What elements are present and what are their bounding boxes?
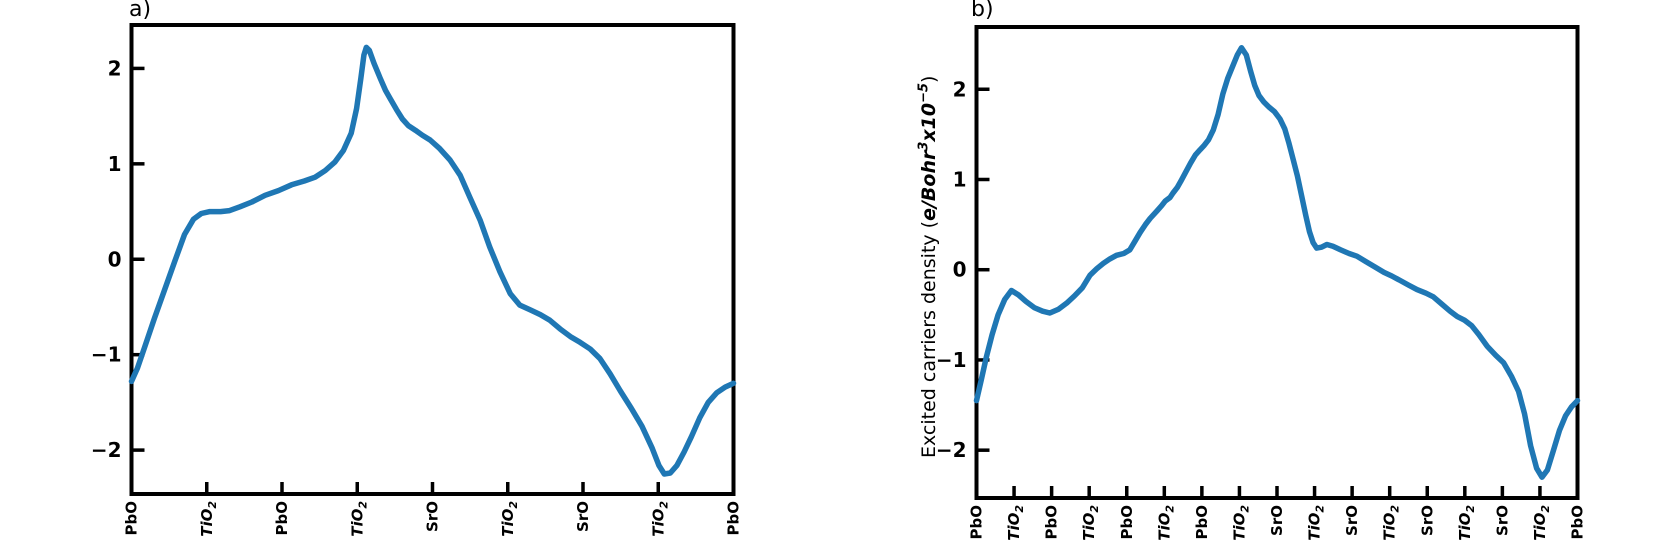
x-tick-label: PbO — [725, 501, 743, 535]
y-tick-label: −2 — [936, 438, 967, 462]
x-tick-label: TiO2 — [198, 501, 219, 537]
x-tick-label: TiO2 — [1155, 505, 1176, 541]
x-tick-label: TiO2 — [1456, 505, 1477, 541]
y-tick-label: 0 — [953, 258, 967, 282]
x-tick-label: TiO2 — [1306, 505, 1327, 541]
y-tick-label: 1 — [953, 167, 967, 191]
x-tick-label: SrO — [1268, 505, 1286, 536]
y-tick-label: −2 — [91, 438, 122, 462]
x-tick-label: TiO2 — [1531, 505, 1552, 541]
x-tick-label: PbO — [968, 505, 986, 539]
y-tick-label: −1 — [91, 343, 122, 367]
y-tick-label: 2 — [108, 56, 122, 80]
y-tick-label: 1 — [108, 152, 122, 176]
panel-a: −2 −1 0 1 2 PbO TiO2 PbO TiO2 SrO TiO2 SrO TiO2 PbO — [91, 23, 743, 537]
x-tick-label: TiO2 — [1005, 505, 1026, 541]
axes-spines — [129, 23, 736, 496]
x-tick-label: TiO2 — [649, 501, 670, 537]
x-tick-label: TiO2 — [499, 501, 520, 537]
x-tick-label: PbO — [1569, 505, 1587, 539]
x-tick-label: TiO2 — [1080, 505, 1101, 541]
panel-b-title: b) — [971, 0, 994, 22]
x-tick-label: SrO — [1493, 505, 1511, 536]
panel-a-title: a) — [129, 0, 152, 22]
x-tick-label: TiO2 — [1381, 505, 1402, 541]
x-tick-label: TiO2 — [1230, 505, 1251, 541]
axes-spines — [974, 25, 1580, 500]
data-line-b — [973, 45, 1581, 480]
x-tick-label: PbO — [123, 501, 141, 535]
x-tick-label: SrO — [574, 501, 592, 532]
x-tick-label: PbO — [1193, 505, 1211, 539]
x-tick-label: SrO — [1418, 505, 1436, 536]
x-tick-label: TiO2 — [348, 501, 369, 537]
y-tick-label: 2 — [953, 77, 967, 101]
x-tick-label: SrO — [424, 501, 442, 532]
x-tick-label: PbO — [1043, 505, 1061, 539]
y-tick-label: 0 — [108, 247, 122, 271]
x-tick-label: PbO — [1118, 505, 1136, 539]
x-tick-label: SrO — [1343, 505, 1361, 536]
y-tick-label: −1 — [936, 348, 967, 372]
data-line-a — [128, 44, 737, 477]
panel-b: −2 −1 0 1 2 PbO TiO2 PbO TiO2 PbO TiO2 PbO TiO2 SrO Ti… — [936, 25, 1587, 541]
x-tick-label: PbO — [273, 501, 291, 535]
